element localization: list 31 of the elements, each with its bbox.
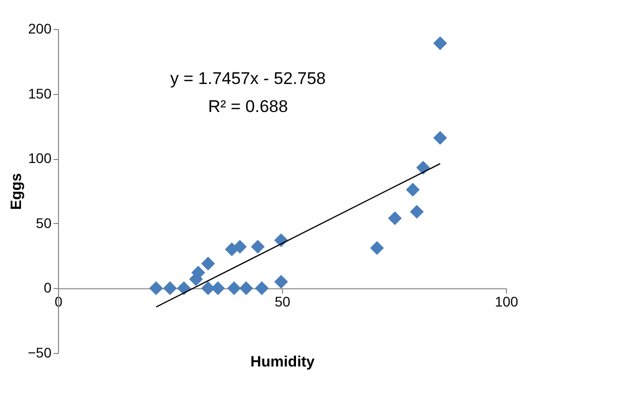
- point: [416, 160, 430, 175]
- point: [239, 281, 254, 296]
- point: [211, 281, 225, 296]
- annotation: R² = 0.688: [208, 97, 288, 116]
- point: [370, 241, 384, 255]
- point: [176, 281, 191, 296]
- y-tick-label: −50: [28, 344, 52, 360]
- point: [433, 130, 448, 145]
- point: [433, 36, 448, 50]
- y-tick-label: 50: [36, 214, 52, 231]
- point: [250, 240, 265, 254]
- x-axis-title: Humidity: [250, 354, 316, 371]
- annotation: y = 1.7457x - 52.758: [170, 69, 326, 88]
- y-tick-label: 150: [28, 85, 52, 102]
- point: [410, 204, 424, 219]
- point: [201, 281, 215, 296]
- y-tick-label: 100: [28, 150, 52, 166]
- y-tick-label: 200: [28, 20, 52, 36]
- x-tick-label: 100: [494, 294, 518, 310]
- point: [388, 211, 402, 226]
- point: [201, 256, 215, 270]
- y-tick-label: 0: [44, 280, 52, 296]
- point: [149, 281, 164, 296]
- point: [406, 182, 420, 197]
- point: [254, 281, 269, 296]
- x-tick-label: 50: [274, 294, 290, 310]
- point: [232, 240, 247, 254]
- point: [227, 281, 241, 296]
- y-axis-title: Eggs: [8, 173, 25, 210]
- point: [163, 281, 177, 296]
- point: [274, 274, 288, 289]
